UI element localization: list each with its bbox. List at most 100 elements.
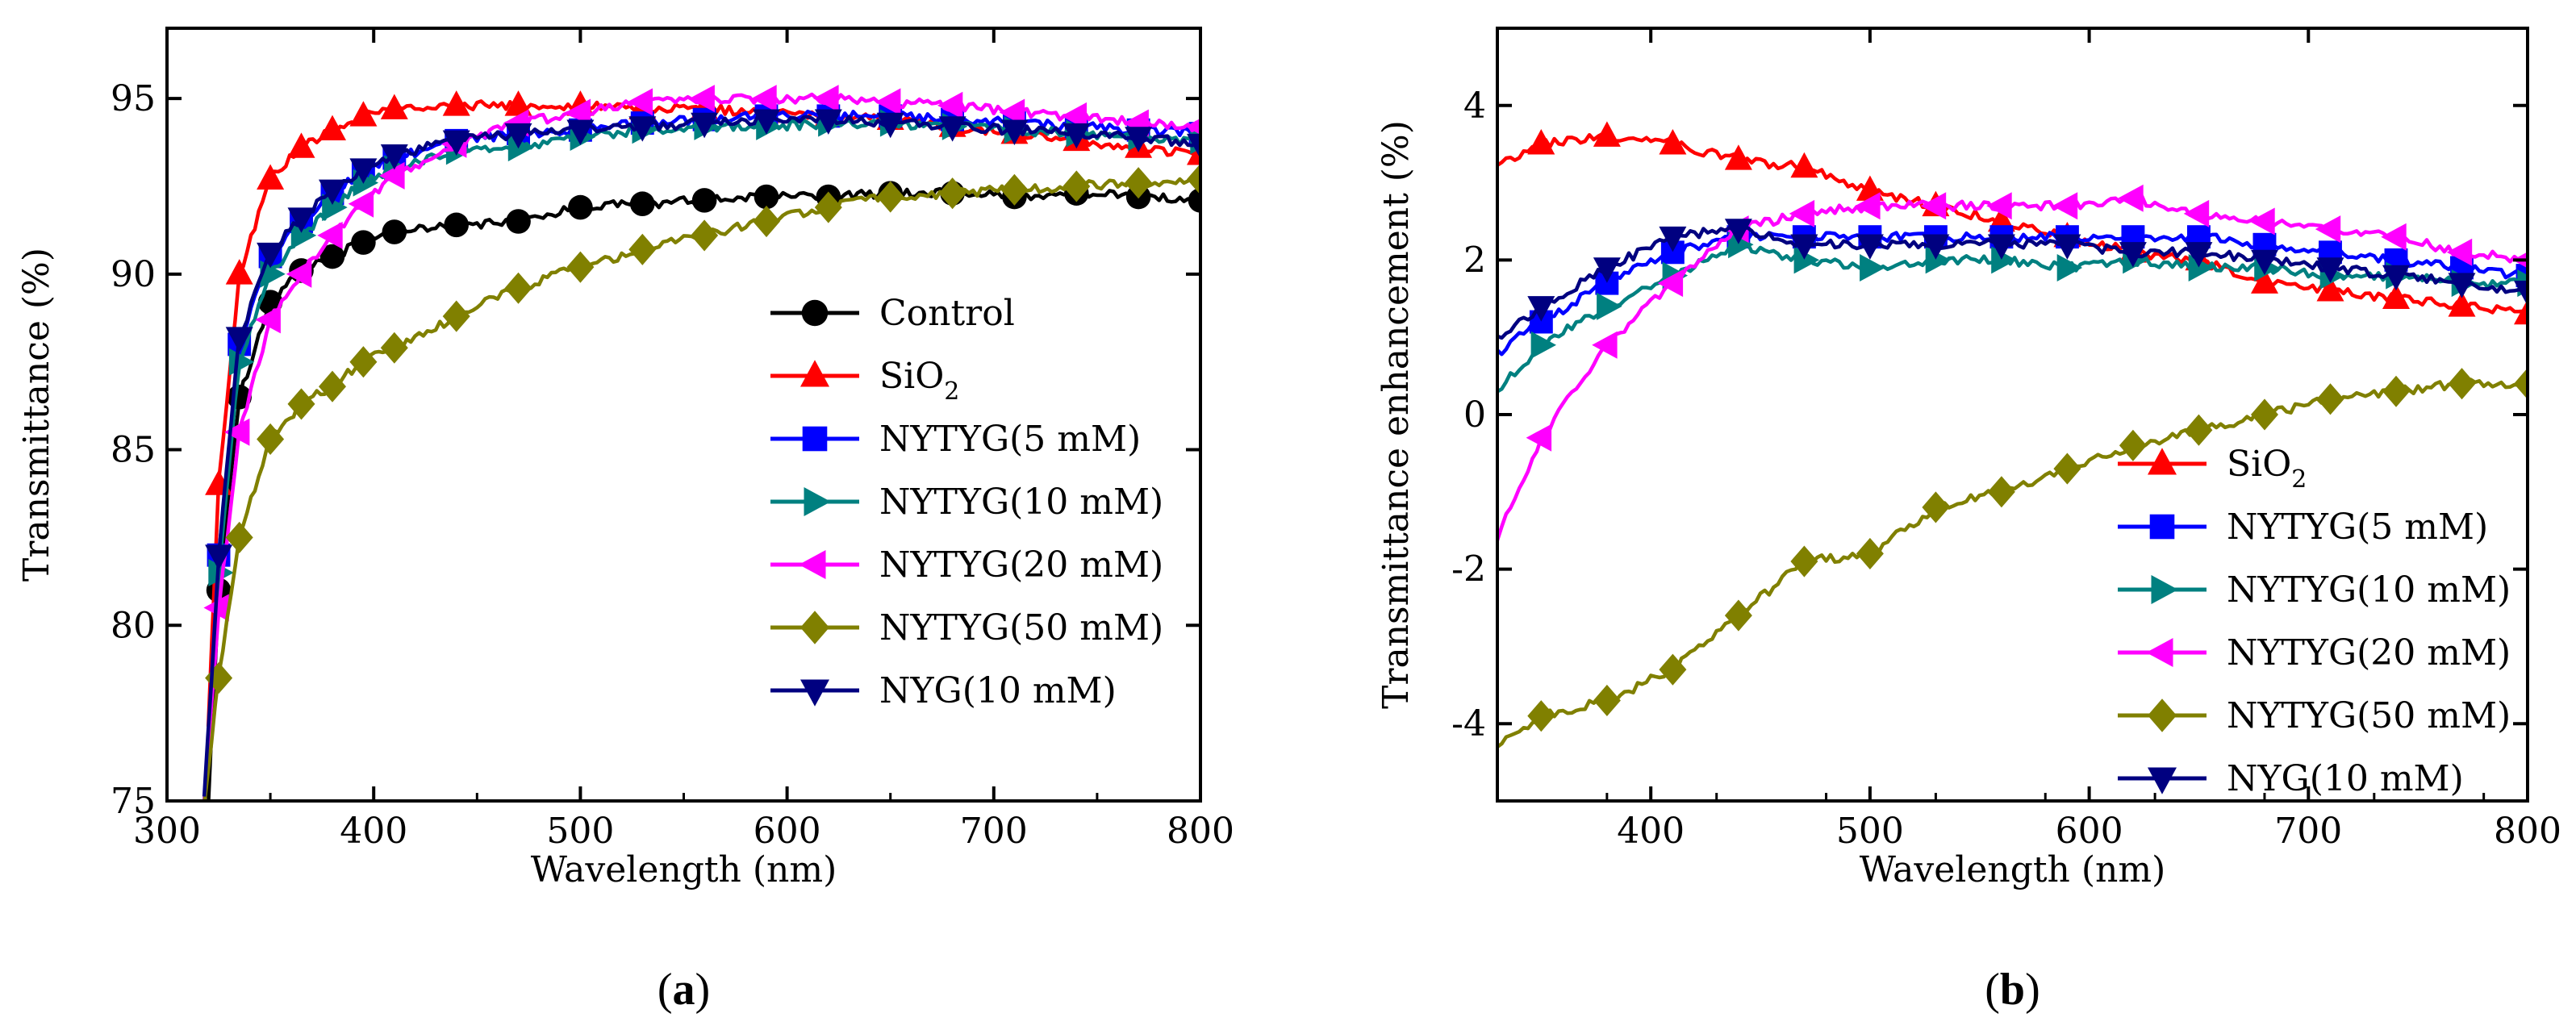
legend-label-sio2: SiO2 — [879, 356, 959, 406]
data-point — [2382, 375, 2410, 407]
data-point — [255, 306, 281, 334]
data-point — [568, 194, 593, 220]
data-point — [257, 423, 285, 455]
data-point — [754, 184, 779, 210]
legend-marker-nytyg-10-mm — [804, 487, 831, 516]
y-tick-label: 4 — [1463, 85, 1486, 127]
data-point — [1125, 127, 1153, 152]
panel-label: (a) — [658, 965, 710, 1015]
legend-label-nyg-10-mm: NYG(10 mM) — [879, 670, 1117, 711]
data-point — [2056, 254, 2083, 281]
data-point — [2514, 368, 2528, 400]
legend-label-nytyg-50-mm: NYTYG(50 mM) — [879, 607, 1163, 648]
x-tick-label: 400 — [1617, 811, 1685, 852]
data-point — [1125, 167, 1153, 199]
data-point — [1987, 476, 2015, 508]
legend-marker-nyg-10-mm — [800, 679, 829, 707]
plot-area-b — [1497, 121, 2528, 749]
panel-a: 300 400 500 600 700 800 75 80 85 90 95 Wavelength (… — [16, 27, 1234, 1015]
x-tick-label: 500 — [546, 811, 614, 852]
x-axis-title: Wavelength (nm) — [531, 849, 837, 890]
data-point — [2188, 254, 2215, 281]
data-point — [2315, 215, 2341, 244]
x-tick-label: 600 — [2056, 811, 2123, 852]
legend: Control SiO2 NYTYG(5 mM) NYTYG(10 mM) NYTYG(… — [770, 293, 1163, 711]
plot-frame — [1496, 27, 2529, 803]
data-point — [753, 205, 780, 238]
data-point — [628, 116, 657, 142]
data-point — [566, 251, 595, 283]
data-point — [205, 544, 233, 570]
data-point — [1188, 188, 1200, 213]
data-point — [380, 144, 408, 170]
data-point — [629, 191, 655, 217]
data-point — [2118, 184, 2144, 212]
data-point — [319, 370, 346, 402]
data-point — [2119, 429, 2147, 461]
data-point — [322, 194, 348, 222]
data-point — [999, 98, 1025, 127]
data-point — [1925, 246, 1952, 274]
data-point — [1187, 133, 1200, 160]
legend-label-nyg-10-mm: NYG(10 mM) — [2227, 758, 2464, 799]
y-tick-label: 0 — [1463, 394, 1486, 436]
data-point — [1659, 226, 1687, 252]
series-line-nytyg-5-mm — [1497, 231, 2528, 357]
legend-label-nytyg-5-mm: NYTYG(5 mM) — [2227, 507, 2488, 548]
x-axis-title: Wavelength (nm) — [1860, 849, 2166, 890]
data-point — [753, 109, 780, 135]
data-point — [506, 209, 531, 234]
plot-area-a — [202, 85, 1200, 801]
data-point — [2251, 249, 2278, 276]
data-point — [2251, 398, 2278, 431]
data-point — [1593, 257, 1621, 283]
series-nytyg-50-mm — [1497, 368, 2528, 749]
legend-label-nytyg-10-mm: NYTYG(10 mM) — [879, 482, 1163, 523]
legend-marker-nytyg-10-mm — [2151, 575, 2178, 604]
data-point — [1527, 296, 1555, 322]
data-point — [876, 112, 904, 139]
data-point — [938, 177, 967, 210]
legend-marker-sio2 — [2148, 448, 2177, 475]
data-point — [1855, 192, 1881, 220]
data-point — [1920, 192, 1947, 220]
data-point — [1593, 684, 1621, 716]
data-point — [442, 300, 470, 332]
data-point — [2119, 242, 2147, 268]
series-nyg-10-mm — [202, 109, 1200, 797]
series-nytyg-50-mm — [202, 163, 1200, 801]
data-point — [1530, 331, 1556, 359]
data-point — [1790, 234, 1818, 260]
data-point — [348, 190, 374, 218]
y-tick-label: 85 — [111, 430, 156, 471]
data-point — [1986, 192, 2012, 220]
legend-label-control: Control — [879, 293, 1015, 334]
data-point — [1922, 491, 1950, 523]
data-point — [689, 85, 715, 113]
data-point — [287, 388, 315, 420]
data-point — [1728, 231, 1754, 259]
data-point — [290, 221, 317, 249]
data-point — [2448, 291, 2476, 317]
data-point — [1063, 170, 1091, 202]
data-point — [1000, 173, 1029, 206]
data-point — [1593, 121, 1621, 147]
data-point — [751, 85, 777, 113]
legend-label-nytyg-20-mm: NYTYG(20 mM) — [2227, 632, 2511, 673]
data-point — [2316, 276, 2344, 302]
data-point — [257, 242, 285, 269]
legend-marker-nytyg-50-mm — [2148, 698, 2177, 732]
data-point — [1187, 163, 1200, 195]
data-point — [2249, 207, 2275, 236]
data-point — [1922, 234, 1950, 260]
x-tick-label: 500 — [1836, 811, 1904, 852]
x-tick-label: 700 — [2274, 811, 2342, 852]
legend-marker-nytyg-20-mm — [799, 550, 826, 579]
data-point — [442, 130, 470, 156]
data-point — [287, 132, 315, 158]
data-point — [257, 164, 285, 190]
data-point — [2448, 273, 2476, 298]
series-nytyg-20-mm — [1497, 184, 2528, 541]
data-point — [380, 332, 408, 364]
y-axis-title: Transmittance enhancement (%) — [1376, 120, 1417, 709]
